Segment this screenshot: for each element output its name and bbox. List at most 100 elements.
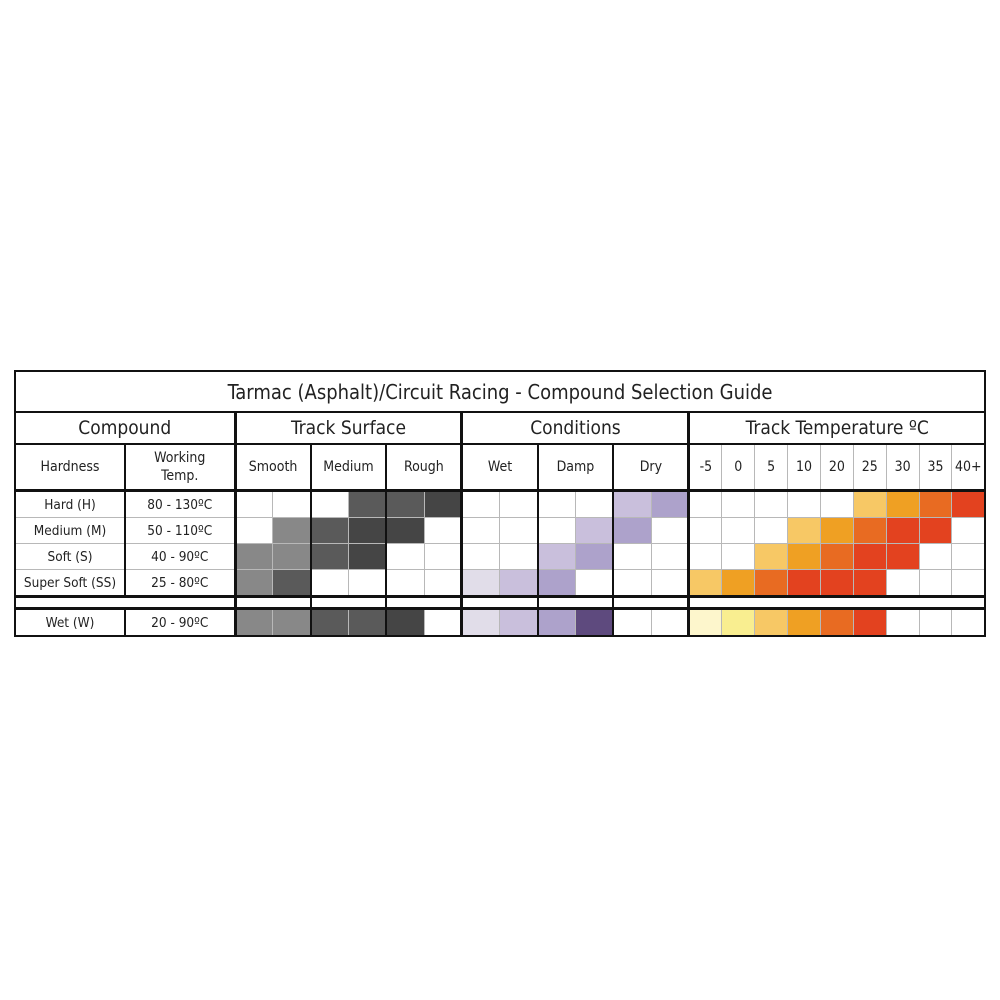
- surface-cell: [347, 608, 387, 637]
- temperature-cell: [918, 569, 953, 597]
- conditions-cell: [574, 543, 614, 570]
- conditions-cell: [650, 569, 690, 597]
- conditions-cell: [612, 608, 652, 637]
- surface-cell: [385, 490, 425, 518]
- temperature-cell: [852, 517, 887, 544]
- temperature-cell: [754, 569, 789, 597]
- temperature-cell: [918, 490, 953, 518]
- temperature-cell: [687, 517, 723, 544]
- table-title: Tarmac (Asphalt)/Circuit Racing - Compou…: [14, 370, 986, 413]
- group-compound: Compound: [14, 411, 236, 445]
- conditions-cell: [612, 543, 652, 570]
- surface-cell: [385, 543, 425, 570]
- conditions-cell: [536, 543, 576, 570]
- conditions-cell: [499, 517, 539, 544]
- working-temp: 40 - 90ºC: [124, 543, 236, 570]
- surface-cell: [423, 569, 463, 597]
- conditions-cell: [574, 569, 614, 597]
- temperature-cell: [951, 543, 986, 570]
- surface-cell: [272, 490, 312, 518]
- header-temp: Temp.: [161, 468, 199, 484]
- surface-cell: [347, 490, 387, 518]
- temperature-cell: [787, 608, 821, 637]
- compound-selection-table: Tarmac (Asphalt)/Circuit Racing - Compou…: [14, 370, 987, 637]
- temperature-cell: [918, 543, 953, 570]
- temperature-cell: [885, 490, 920, 518]
- surface-cell: [385, 569, 425, 597]
- spacer-cell: [309, 595, 387, 610]
- hardness-label: Hard (H): [14, 490, 126, 518]
- temperature-cell: [951, 569, 986, 597]
- surface-cell: [385, 608, 425, 637]
- conditions-cell: [460, 608, 501, 637]
- conditions-cell: [460, 490, 501, 518]
- temperature-cell: [787, 517, 821, 544]
- temperature-cell: [885, 569, 920, 597]
- temperature-cell: [819, 543, 854, 570]
- header-temp-1: 0: [721, 443, 756, 492]
- temperature-cell: [721, 569, 756, 597]
- table-row: Super Soft (SS) 25 - 80ºC: [14, 569, 986, 597]
- surface-cell: [423, 543, 463, 570]
- header-temp-8: 40+: [951, 443, 986, 492]
- spacer-cell: [385, 595, 463, 610]
- temperature-cell: [687, 608, 723, 637]
- spacer-cell: [233, 595, 312, 610]
- conditions-cell: [574, 517, 614, 544]
- temperature-cell: [687, 490, 723, 518]
- conditions-cell: [460, 543, 501, 570]
- surface-cell: [233, 543, 274, 570]
- conditions-cell: [650, 490, 690, 518]
- temperature-cell: [951, 490, 986, 518]
- conditions-cell: [650, 608, 690, 637]
- conditions-cell: [536, 569, 576, 597]
- hardness-label: Medium (M): [14, 517, 126, 544]
- temperature-cell: [852, 608, 887, 637]
- temperature-cell: [819, 517, 854, 544]
- temperature-cell: [951, 608, 986, 637]
- surface-cell: [347, 517, 387, 544]
- surface-cell: [233, 490, 274, 518]
- temperature-cell: [885, 543, 920, 570]
- temperature-cell: [721, 543, 756, 570]
- surface-cell: [233, 608, 274, 637]
- table-row: Hard (H) 80 - 130ºC: [14, 490, 986, 518]
- header-damp: Damp: [536, 443, 614, 492]
- header-temp-5: 25: [852, 443, 887, 492]
- working-temp: 25 - 80ºC: [124, 569, 236, 597]
- temperature-cell: [721, 490, 756, 518]
- conditions-cell: [499, 490, 539, 518]
- conditions-cell: [499, 569, 539, 597]
- surface-cell: [423, 608, 463, 637]
- header-dry: Dry: [612, 443, 690, 492]
- header-working: Working: [154, 450, 206, 466]
- header-smooth: Smooth: [233, 443, 312, 492]
- spacer-cell: [460, 595, 539, 610]
- working-temp: 80 - 130ºC: [124, 490, 236, 518]
- temperature-cell: [918, 608, 953, 637]
- header-temp-6: 30: [885, 443, 920, 492]
- group-track-temperature: Track Temperature ºC: [687, 411, 986, 445]
- conditions-cell: [499, 543, 539, 570]
- surface-cell: [272, 608, 312, 637]
- spacer-cell: [612, 595, 690, 610]
- hardness-label: Super Soft (SS): [14, 569, 126, 597]
- conditions-cell: [574, 490, 614, 518]
- temperature-cell: [819, 569, 854, 597]
- temperature-cell: [787, 569, 821, 597]
- conditions-cell: [460, 569, 501, 597]
- header-temp-2: 5: [754, 443, 789, 492]
- temperature-cell: [885, 608, 920, 637]
- conditions-cell: [650, 543, 690, 570]
- temperature-cell: [754, 517, 789, 544]
- temperature-cell: [787, 490, 821, 518]
- table-row: Soft (S) 40 - 90ºC: [14, 543, 986, 570]
- temperature-cell: [787, 543, 821, 570]
- conditions-cell: [612, 517, 652, 544]
- spacer-cell: [687, 595, 986, 610]
- header-temp-3: 10: [787, 443, 821, 492]
- temperature-cell: [754, 490, 789, 518]
- hardness-label: Wet (W): [14, 608, 126, 637]
- temperature-cell: [852, 490, 887, 518]
- header-rough: Rough: [385, 443, 463, 492]
